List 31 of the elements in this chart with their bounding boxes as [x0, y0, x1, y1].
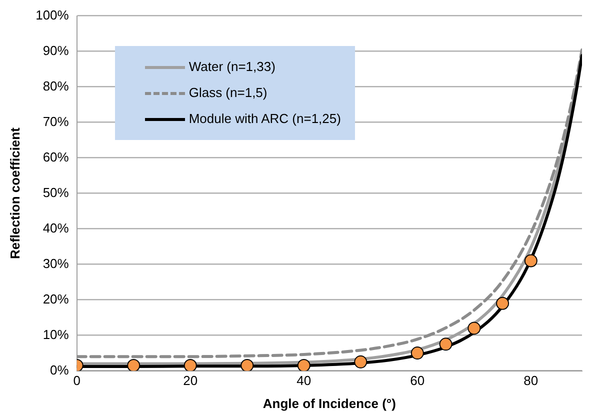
x-tick-label: 0 [73, 373, 80, 388]
point [410, 346, 424, 360]
y-tick-label: 40% [42, 220, 70, 236]
x-tick-label: 20 [183, 373, 198, 388]
y-tick-label: 70% [42, 114, 70, 129]
y-tick-label: 90% [42, 42, 70, 58]
y-tick-label: 100% [36, 7, 70, 22]
x-axis-title: Angle of Incidence (°) [262, 396, 396, 411]
x-tick-label: 60 [410, 373, 425, 388]
point [524, 254, 538, 268]
point [240, 358, 254, 371]
point [297, 358, 310, 371]
y-tick-label: 60% [42, 149, 70, 164]
y-tick-label: 0% [50, 362, 70, 378]
legend-label: Glass (n=1,5) [188, 85, 268, 100]
legend-label: Water (n=1,33) [188, 59, 276, 74]
y-tick-label: 50% [42, 184, 70, 200]
x-tick-label: 40 [296, 373, 312, 388]
y-tick-label: 80% [42, 78, 70, 94]
y-tick-label: 30% [42, 256, 70, 271]
point [184, 358, 197, 371]
x-tick-label: 80 [524, 373, 538, 388]
y-tick-label: 10% [42, 326, 70, 342]
legend-label: Module with ARC (n=1,25) [188, 111, 341, 126]
y-tick-label: 20% [42, 291, 70, 306]
point [354, 355, 368, 368]
point [439, 338, 452, 351]
point [127, 358, 140, 371]
point [468, 322, 481, 335]
y-axis-title: Reflection coefficient [7, 126, 22, 260]
point [496, 296, 510, 310]
